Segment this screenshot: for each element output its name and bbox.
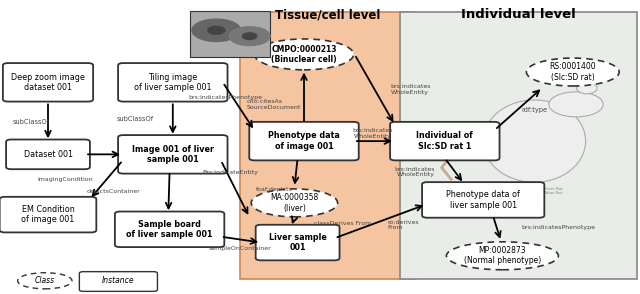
- FancyBboxPatch shape: [400, 12, 637, 279]
- Circle shape: [208, 26, 225, 34]
- Text: Image 001 of liver
sample 001: Image 001 of liver sample 001: [132, 145, 214, 164]
- FancyBboxPatch shape: [422, 182, 545, 218]
- Text: Sample board
of liver sample 001: Sample board of liver sample 001: [126, 220, 213, 239]
- Text: Individual level: Individual level: [461, 8, 576, 21]
- Text: subClassOf: subClassOf: [116, 116, 154, 122]
- Text: depictsContainer: depictsContainer: [87, 189, 141, 195]
- Text: brs:indicates
WholeEntity: brs:indicates WholeEntity: [353, 128, 394, 139]
- Text: from Rat
Atlas Rat: from Rat Atlas Rat: [545, 187, 563, 196]
- FancyBboxPatch shape: [191, 11, 270, 56]
- Text: ro:derives
From: ro:derives From: [387, 220, 419, 230]
- Text: MA:0000358
(liver): MA:0000358 (liver): [270, 193, 319, 213]
- Text: Dataset 001: Dataset 001: [24, 150, 72, 159]
- Ellipse shape: [548, 92, 604, 117]
- Text: imagingCondition: imagingCondition: [38, 177, 93, 182]
- Text: Class: Class: [35, 276, 55, 285]
- Text: Individual of
Slc:SD rat 1: Individual of Slc:SD rat 1: [417, 131, 473, 151]
- FancyBboxPatch shape: [249, 122, 359, 161]
- FancyBboxPatch shape: [118, 63, 228, 102]
- FancyBboxPatch shape: [118, 135, 228, 173]
- FancyBboxPatch shape: [256, 225, 339, 260]
- Ellipse shape: [18, 273, 72, 289]
- FancyBboxPatch shape: [0, 197, 97, 232]
- Ellipse shape: [577, 83, 597, 94]
- Text: Tiling image
of liver sample 001: Tiling image of liver sample 001: [134, 73, 212, 92]
- FancyBboxPatch shape: [115, 212, 225, 247]
- Text: Phenotype data
of image 001: Phenotype data of image 001: [268, 131, 340, 151]
- Text: rdf:type: rdf:type: [522, 107, 548, 113]
- Text: cito:citesAs
SourceDocument: cito:citesAs SourceDocument: [246, 99, 301, 110]
- Circle shape: [229, 27, 270, 46]
- Text: brs:indicates
WholeEntity: brs:indicates WholeEntity: [395, 167, 435, 177]
- Text: Tissue/cell level: Tissue/cell level: [275, 8, 381, 21]
- Ellipse shape: [526, 58, 619, 86]
- FancyBboxPatch shape: [79, 272, 157, 291]
- Text: subClassOf: subClassOf: [12, 119, 49, 125]
- Ellipse shape: [483, 100, 586, 182]
- Text: classDerives From: classDerives From: [314, 221, 371, 226]
- Text: brs:indicatesPhenotype: brs:indicatesPhenotype: [188, 95, 262, 100]
- Text: Brs:indicateEntity: Brs:indicateEntity: [203, 170, 259, 176]
- Text: sampleOnContainer: sampleOnContainer: [209, 246, 271, 251]
- FancyBboxPatch shape: [6, 140, 90, 169]
- Ellipse shape: [255, 39, 354, 70]
- Ellipse shape: [252, 189, 338, 217]
- Text: MP:0002873
(Normal phenotype): MP:0002873 (Normal phenotype): [464, 246, 541, 265]
- Text: EM Condition
of image 001: EM Condition of image 001: [21, 205, 75, 224]
- Ellipse shape: [447, 242, 559, 270]
- Text: foaf:depicts: foaf:depicts: [256, 187, 292, 192]
- Text: CMPO:0000213
(Binuclear cell): CMPO:0000213 (Binuclear cell): [271, 45, 337, 64]
- Circle shape: [192, 19, 241, 41]
- Text: brs:indicates
WholeEntity: brs:indicates WholeEntity: [390, 84, 431, 95]
- Text: RS:0001400
(Slc:SD rat): RS:0001400 (Slc:SD rat): [550, 62, 596, 82]
- Circle shape: [243, 33, 257, 39]
- FancyBboxPatch shape: [390, 122, 499, 161]
- Text: Instance: Instance: [102, 276, 134, 285]
- Text: Phenotype data of
liver sample 001: Phenotype data of liver sample 001: [446, 190, 520, 210]
- FancyBboxPatch shape: [240, 12, 416, 279]
- Text: Deep zoom image
dataset 001: Deep zoom image dataset 001: [11, 73, 85, 92]
- FancyBboxPatch shape: [3, 63, 93, 102]
- Text: Liver sample
001: Liver sample 001: [269, 233, 326, 252]
- Text: brs:indicatesPhenotype: brs:indicatesPhenotype: [522, 225, 596, 230]
